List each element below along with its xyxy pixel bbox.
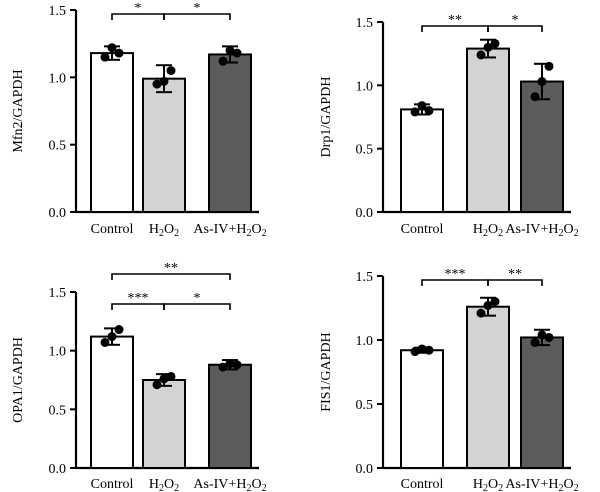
bar-1 xyxy=(142,379,186,469)
data-point xyxy=(152,79,162,89)
y-axis-label: FIS1/GAPDH xyxy=(319,332,334,411)
data-point xyxy=(483,42,493,52)
y-tick-label: 0.5 xyxy=(49,403,67,418)
data-point xyxy=(159,374,169,384)
data-point xyxy=(152,380,162,390)
data-point xyxy=(166,66,176,76)
data-point xyxy=(225,359,235,369)
bar-0 xyxy=(90,335,134,469)
significance-bracket xyxy=(163,13,231,20)
y-tick-label: 0.5 xyxy=(356,143,374,158)
y-tick-label: 1.0 xyxy=(356,79,374,94)
category-label: Control xyxy=(401,222,444,237)
data-point xyxy=(483,300,493,310)
data-point xyxy=(218,362,228,372)
data-point xyxy=(100,337,110,347)
y-axis-label: Mfn2/GAPDH xyxy=(11,69,26,152)
significance-label: * xyxy=(194,291,201,306)
bar-0 xyxy=(400,108,444,213)
y-tick-label: 1.5 xyxy=(49,4,67,19)
data-point xyxy=(537,330,547,340)
data-point xyxy=(166,371,176,381)
significance-bracket xyxy=(487,279,543,286)
data-point xyxy=(107,43,117,53)
data-point xyxy=(537,77,547,87)
significance-label: * xyxy=(512,13,519,28)
significance-label: * xyxy=(194,1,201,16)
y-tick-label: 1.0 xyxy=(49,345,67,360)
panel-bottom-right: 0.0 0.5 1.0 1.5 FIS1/GAPDH Control H2O2 As-IV+H… xyxy=(319,267,579,492)
data-point xyxy=(417,101,427,111)
data-point xyxy=(232,360,242,370)
data-point xyxy=(530,338,540,348)
y-tick-label: 0.0 xyxy=(49,462,67,477)
y-tick-label: 0.0 xyxy=(356,462,374,477)
data-point xyxy=(410,347,420,357)
bar-2 xyxy=(208,53,252,213)
bar-1 xyxy=(142,77,186,214)
y-tick-label: 1.5 xyxy=(356,16,374,31)
y-tick-label: 1.0 xyxy=(356,334,374,349)
data-point xyxy=(114,48,124,58)
panel-top-right: 0.0 0.5 1.0 1.5 Drp1/GAPDH Control H2O2 As-IV+H… xyxy=(319,13,579,239)
data-point xyxy=(100,52,110,62)
y-tick-label: 0.5 xyxy=(356,398,374,413)
data-point xyxy=(530,92,540,102)
significance-bracket xyxy=(111,273,231,280)
y-tick-label: 0.0 xyxy=(356,206,374,221)
significance-bracket xyxy=(487,25,543,32)
data-point xyxy=(490,39,500,49)
category-label: As-IV+H2O2 xyxy=(505,222,578,239)
y-axis-label: Drp1/GAPDH xyxy=(319,77,334,158)
significance-label: *** xyxy=(128,291,149,306)
significance-label: ** xyxy=(164,261,178,276)
data-point xyxy=(218,56,228,66)
data-point xyxy=(476,50,486,60)
significance-label: *** xyxy=(445,267,466,282)
category-label: As-IV+H2O2 xyxy=(193,477,266,492)
data-point xyxy=(114,325,124,335)
data-point xyxy=(476,308,486,318)
category-label: As-IV+H2O2 xyxy=(193,222,266,239)
significance-label: ** xyxy=(508,267,522,282)
significance-label: ** xyxy=(448,13,462,28)
category-label: As-IV+H2O2 xyxy=(505,477,578,492)
bar-0 xyxy=(400,349,444,469)
bar-2 xyxy=(520,80,564,213)
y-tick-label: 1.5 xyxy=(49,286,67,301)
bar-2 xyxy=(520,336,564,469)
category-label: Control xyxy=(401,477,444,492)
data-point xyxy=(232,48,242,58)
category-label: H2O2 xyxy=(473,222,503,239)
data-point xyxy=(417,344,427,354)
bar-0 xyxy=(90,52,134,213)
significance-label: * xyxy=(135,1,142,16)
y-tick-label: 0.5 xyxy=(49,139,67,154)
category-label: H2O2 xyxy=(473,477,503,492)
data-point xyxy=(424,106,434,116)
bar-1 xyxy=(466,305,510,469)
panel-bottom-left: 0.0 0.5 1.0 1.5 OPA1/GAPDH Control H2O2 As-IV+H… xyxy=(11,261,267,492)
bar-1 xyxy=(466,47,510,213)
significance-bracket xyxy=(163,303,231,310)
panel-top-left: 0.0 0.5 1.0 1.5 Mfn2/GAPDH Control H2O2 As-IV+H… xyxy=(11,1,267,239)
data-point xyxy=(410,107,420,117)
y-tick-label: 1.0 xyxy=(49,71,67,86)
y-tick-label: 0.0 xyxy=(49,206,67,221)
bar-2 xyxy=(208,363,252,470)
category-label: H2O2 xyxy=(149,222,179,239)
category-label: H2O2 xyxy=(149,477,179,492)
data-point xyxy=(424,345,434,355)
data-point xyxy=(544,332,554,342)
category-label: Control xyxy=(91,477,134,492)
data-point xyxy=(159,76,169,86)
data-point xyxy=(544,61,554,71)
data-point xyxy=(225,45,235,55)
y-axis-label: OPA1/GAPDH xyxy=(11,337,26,423)
category-label: Control xyxy=(91,222,134,237)
data-point xyxy=(490,297,500,307)
y-tick-label: 1.5 xyxy=(356,270,374,285)
data-point xyxy=(107,332,117,342)
